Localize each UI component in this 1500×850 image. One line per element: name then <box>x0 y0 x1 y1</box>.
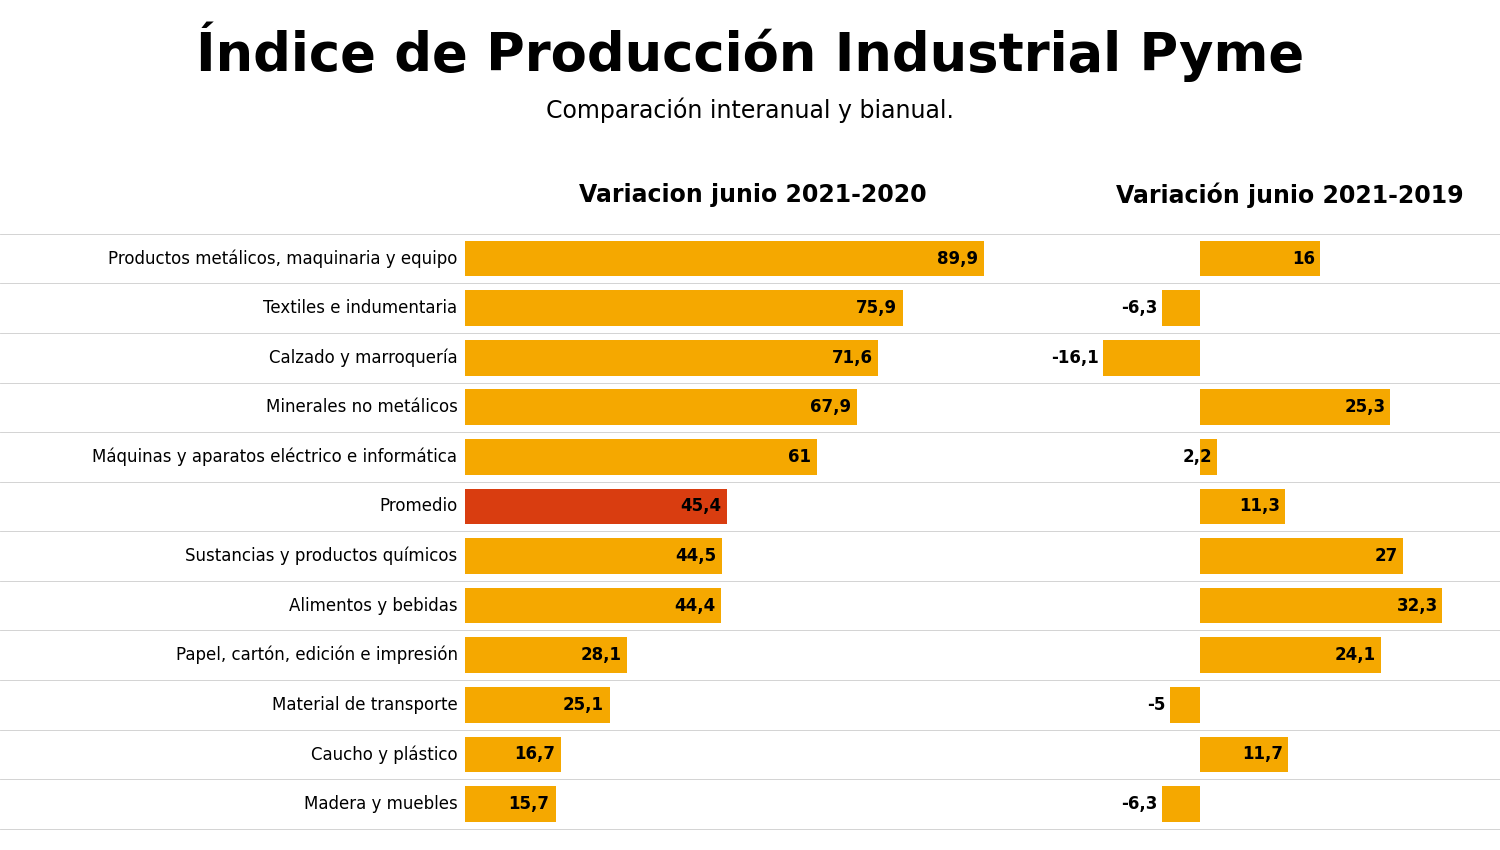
Text: Caucho y plástico: Caucho y plástico <box>310 745 458 763</box>
Bar <box>1162 786 1200 822</box>
Text: Alimentos y bebidas: Alimentos y bebidas <box>290 597 458 615</box>
Text: Promedio: Promedio <box>380 497 458 515</box>
Text: 16,7: 16,7 <box>514 745 555 763</box>
Text: 67,9: 67,9 <box>810 399 850 416</box>
Text: -5: -5 <box>1148 696 1166 714</box>
Bar <box>465 389 856 425</box>
Text: 25,3: 25,3 <box>1344 399 1386 416</box>
Bar <box>465 736 561 772</box>
Text: Comparación interanual y bianual.: Comparación interanual y bianual. <box>546 98 954 123</box>
Text: 89,9: 89,9 <box>938 250 978 268</box>
Bar <box>1200 241 1320 276</box>
Text: Índice de Producción Industrial Pyme: Índice de Producción Industrial Pyme <box>196 21 1304 82</box>
Bar <box>1104 340 1200 376</box>
Bar <box>1200 489 1284 524</box>
Text: 11,7: 11,7 <box>1242 745 1282 763</box>
Bar <box>1200 389 1389 425</box>
Bar <box>1162 291 1200 326</box>
Text: 27: 27 <box>1374 547 1398 565</box>
Bar <box>1200 538 1402 574</box>
Bar <box>465 638 627 673</box>
Text: 2,2: 2,2 <box>1182 448 1212 466</box>
Text: -6,3: -6,3 <box>1122 299 1158 317</box>
Bar <box>465 786 555 822</box>
Text: 25,1: 25,1 <box>562 696 604 714</box>
Bar <box>1200 736 1287 772</box>
Text: 15,7: 15,7 <box>509 795 549 813</box>
Bar <box>1200 439 1216 474</box>
Text: 32,3: 32,3 <box>1396 597 1437 615</box>
Text: Productos metálicos, maquinaria y equipo: Productos metálicos, maquinaria y equipo <box>108 249 458 268</box>
Bar <box>465 241 984 276</box>
Text: Variación junio 2021-2019: Variación junio 2021-2019 <box>1116 183 1464 208</box>
Text: Textiles e indumentaria: Textiles e indumentaria <box>264 299 458 317</box>
Text: -16,1: -16,1 <box>1052 348 1100 366</box>
Text: 11,3: 11,3 <box>1239 497 1280 515</box>
Bar <box>465 340 879 376</box>
Text: 44,5: 44,5 <box>675 547 716 565</box>
Text: 45,4: 45,4 <box>680 497 722 515</box>
Bar <box>1200 588 1443 624</box>
Text: Minerales no metálicos: Minerales no metálicos <box>266 399 458 416</box>
Text: 24,1: 24,1 <box>1335 646 1377 664</box>
Bar <box>465 687 610 722</box>
Bar <box>465 588 722 624</box>
Bar <box>465 439 818 474</box>
Bar <box>465 489 728 524</box>
Bar <box>465 538 722 574</box>
Text: 16: 16 <box>1293 250 1316 268</box>
Text: Calzado y marroquería: Calzado y marroquería <box>268 348 458 367</box>
Text: Papel, cartón, edición e impresión: Papel, cartón, edición e impresión <box>176 646 458 665</box>
Bar <box>1170 687 1200 722</box>
Bar <box>465 291 903 326</box>
Text: 28,1: 28,1 <box>580 646 621 664</box>
Text: Material de transporte: Material de transporte <box>272 696 458 714</box>
Text: Madera y muebles: Madera y muebles <box>303 795 458 813</box>
Text: 75,9: 75,9 <box>856 299 897 317</box>
Text: 44,4: 44,4 <box>674 597 716 615</box>
Text: 61: 61 <box>789 448 812 466</box>
Text: Variacion junio 2021-2020: Variacion junio 2021-2020 <box>579 183 927 207</box>
Text: 71,6: 71,6 <box>831 348 873 366</box>
Text: -6,3: -6,3 <box>1122 795 1158 813</box>
Bar <box>1200 638 1380 673</box>
Text: Máquinas y aparatos eléctrico e informática: Máquinas y aparatos eléctrico e informát… <box>93 448 458 466</box>
Text: Sustancias y productos químicos: Sustancias y productos químicos <box>186 547 458 565</box>
